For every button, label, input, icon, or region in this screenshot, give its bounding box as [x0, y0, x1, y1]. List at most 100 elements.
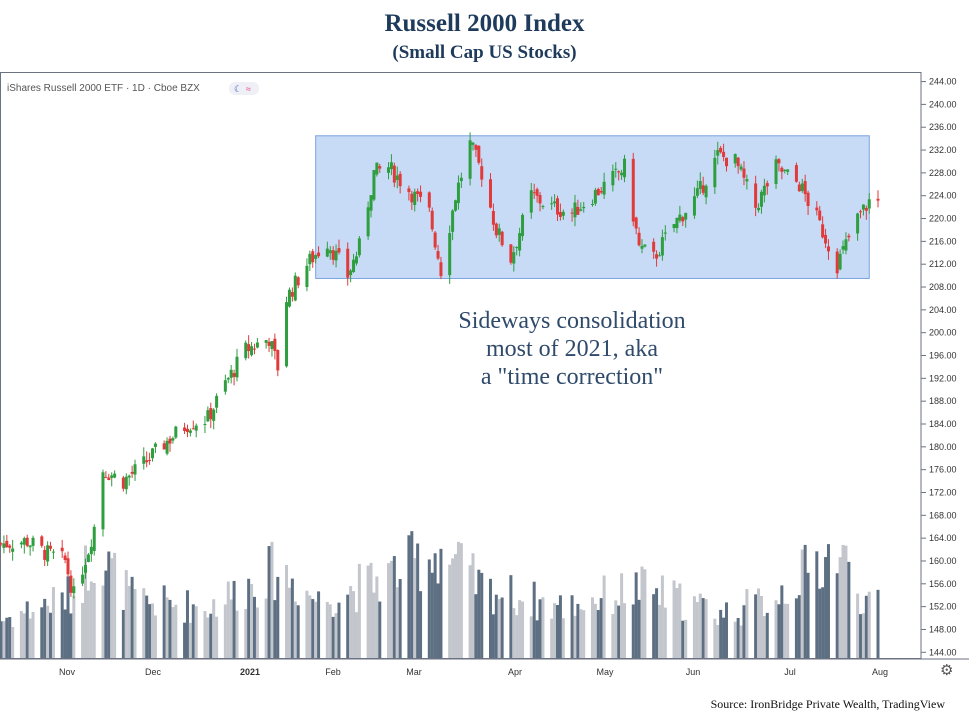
candle-body	[521, 214, 525, 237]
candle	[419, 185, 423, 203]
volume-bar	[759, 595, 763, 658]
volume-bar	[576, 603, 580, 658]
candle-body	[436, 251, 440, 259]
candle	[223, 374, 227, 395]
candle	[378, 163, 382, 173]
volume-bar	[223, 604, 227, 658]
candle	[794, 162, 798, 183]
volume-bar	[209, 613, 213, 658]
y-tick-label: 204.00	[929, 305, 957, 315]
candle-body	[276, 349, 280, 371]
candle-body	[325, 248, 329, 257]
candle-body	[8, 545, 12, 548]
volume-bar	[698, 593, 702, 658]
candle-body	[331, 250, 335, 260]
volume-bar	[844, 545, 848, 658]
settings-gear-icon[interactable]: ⚙	[940, 662, 954, 679]
volume-bar	[634, 572, 638, 658]
volume-bar	[602, 575, 606, 658]
candle-body	[171, 438, 175, 441]
volume-bar	[31, 611, 35, 658]
volume-bar	[255, 607, 259, 658]
volume-bar	[413, 558, 417, 658]
volume-bar	[439, 548, 443, 658]
candle	[821, 216, 825, 239]
candle	[49, 541, 53, 552]
volume-bar	[308, 595, 312, 658]
volume-bar	[704, 599, 708, 658]
candle-body	[188, 430, 192, 433]
volume-bar	[357, 563, 361, 658]
y-tick-label: 184.00	[929, 419, 957, 429]
candle-body	[22, 538, 26, 545]
candle	[439, 256, 443, 280]
candle	[494, 222, 498, 239]
candle	[500, 230, 504, 247]
candle	[818, 205, 822, 221]
candle	[803, 174, 807, 202]
candle-body	[287, 289, 291, 307]
candle-body	[456, 182, 460, 204]
candle-body	[797, 184, 801, 192]
candle	[602, 172, 606, 199]
candle-body	[372, 170, 376, 200]
annotation-line: a "time correction"	[481, 364, 663, 390]
volume-bar	[226, 581, 230, 658]
candle-body	[264, 340, 268, 343]
y-tick-label: 224.00	[929, 191, 957, 201]
volume-bar	[427, 559, 431, 658]
volume-bar	[803, 544, 807, 658]
volume-bar	[81, 602, 85, 658]
candle-body	[652, 241, 656, 252]
candle-body	[558, 211, 562, 217]
candle	[331, 246, 335, 265]
candle	[427, 191, 431, 212]
y-tick-label: 220.00	[929, 214, 957, 224]
candle-body	[107, 477, 111, 481]
candle-body	[43, 549, 47, 560]
volume-bar	[739, 625, 743, 658]
volume-bar	[861, 613, 865, 658]
candle-body	[86, 554, 90, 562]
candle-body	[40, 536, 44, 546]
candle-body	[861, 204, 865, 210]
volume-bar	[736, 617, 740, 658]
candle	[314, 254, 318, 264]
volume-bar	[719, 609, 723, 658]
candle	[558, 203, 562, 221]
volume-bar	[590, 597, 594, 658]
volume-bar	[579, 609, 583, 658]
y-tick-label: 240.00	[929, 99, 957, 109]
candle-body	[538, 195, 542, 204]
volume-bar	[378, 601, 382, 658]
candle	[783, 169, 787, 174]
candle-body	[859, 211, 863, 213]
volume-bar	[276, 576, 280, 658]
candle	[124, 473, 128, 495]
volume-bar	[663, 607, 667, 658]
candle	[593, 187, 597, 206]
x-tick-label: Jul	[784, 667, 796, 677]
candle-body	[695, 188, 699, 196]
volume-bar	[410, 531, 414, 658]
candle-body	[681, 217, 685, 222]
candle	[451, 209, 455, 241]
candle-body	[596, 188, 600, 196]
candle-body	[334, 250, 338, 261]
candle-body	[529, 190, 533, 213]
candle	[72, 578, 76, 599]
candle	[416, 188, 420, 202]
candle-body	[83, 565, 87, 573]
x-tick-label: Apr	[508, 667, 522, 677]
candle	[433, 231, 437, 250]
volume-bar	[655, 588, 659, 658]
candle-body	[459, 177, 463, 182]
candle-body	[590, 203, 594, 205]
candle	[579, 202, 583, 212]
candle-body	[553, 201, 557, 204]
volume-bar	[419, 591, 423, 658]
candle-body	[378, 166, 382, 169]
candle	[252, 343, 256, 355]
volume-bar	[454, 554, 458, 658]
